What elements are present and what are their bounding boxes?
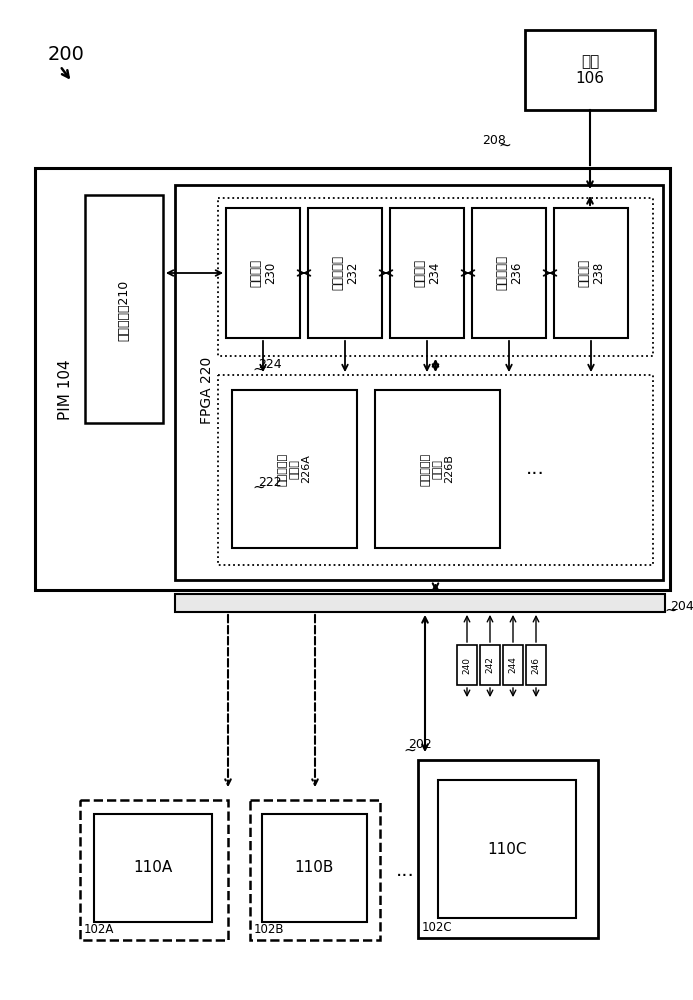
Text: ~: ~ (252, 361, 265, 376)
Text: 可重新配置
逻辑块
226B: 可重新配置 逻辑块 226B (421, 452, 454, 486)
Bar (375, 390, 500, 548)
Text: 102C: 102C (422, 921, 453, 934)
Text: ...: ... (525, 460, 545, 479)
Text: 主机接口
238: 主机接口 238 (577, 259, 605, 287)
Text: 208: 208 (482, 133, 506, 146)
Bar (35, 168, 670, 590)
Text: 246: 246 (532, 656, 541, 674)
Text: 240: 240 (462, 656, 471, 674)
Bar (175, 594, 665, 612)
Text: ~: ~ (252, 480, 265, 494)
Bar (472, 208, 546, 338)
Bar (457, 645, 477, 685)
Bar (175, 185, 663, 580)
Text: 处理部件
234: 处理部件 234 (413, 259, 441, 287)
Text: 244: 244 (509, 657, 518, 673)
Bar (480, 645, 500, 685)
Bar (526, 645, 546, 685)
Text: 110A: 110A (133, 860, 173, 876)
Bar (218, 198, 653, 356)
Bar (232, 390, 357, 548)
Text: 配置存储器
236: 配置存储器 236 (495, 255, 523, 290)
Bar (250, 800, 380, 940)
Text: 102B: 102B (254, 923, 285, 936)
Text: 222: 222 (258, 476, 281, 488)
Text: 闪速存储器210: 闪速存储器210 (118, 279, 130, 341)
Bar (226, 208, 300, 338)
Bar (554, 208, 628, 338)
Bar (525, 30, 655, 110)
Text: ~: ~ (403, 742, 416, 758)
Text: 102A: 102A (84, 923, 114, 936)
Text: 110C: 110C (487, 842, 527, 856)
Text: ~: ~ (498, 137, 511, 152)
Bar (503, 645, 523, 685)
Text: 224: 224 (258, 359, 281, 371)
Text: 可重新配置
逻辑块
226A: 可重新配置 逻辑块 226A (278, 452, 311, 486)
Bar (94, 814, 212, 922)
Bar (418, 760, 598, 938)
Text: 主机
106: 主机 106 (575, 54, 604, 86)
Text: FPGA 220: FPGA 220 (200, 356, 214, 424)
Bar (308, 208, 382, 338)
Text: ~: ~ (664, 602, 677, 617)
Bar (80, 800, 228, 940)
Text: 200: 200 (48, 45, 85, 64)
Text: 202: 202 (408, 738, 432, 752)
Bar (262, 814, 367, 922)
Text: 闪存接口
230: 闪存接口 230 (249, 259, 277, 287)
Bar (438, 780, 576, 918)
Text: 110B: 110B (295, 860, 334, 876)
Bar (390, 208, 464, 338)
Bar (85, 195, 163, 423)
Text: 204: 204 (670, 599, 693, 612)
Text: 寄存器阵列
232: 寄存器阵列 232 (331, 255, 359, 290)
Bar (218, 375, 653, 565)
Text: PIM 104: PIM 104 (58, 360, 73, 420)
Text: 242: 242 (486, 657, 495, 673)
Text: ...: ... (396, 860, 414, 880)
